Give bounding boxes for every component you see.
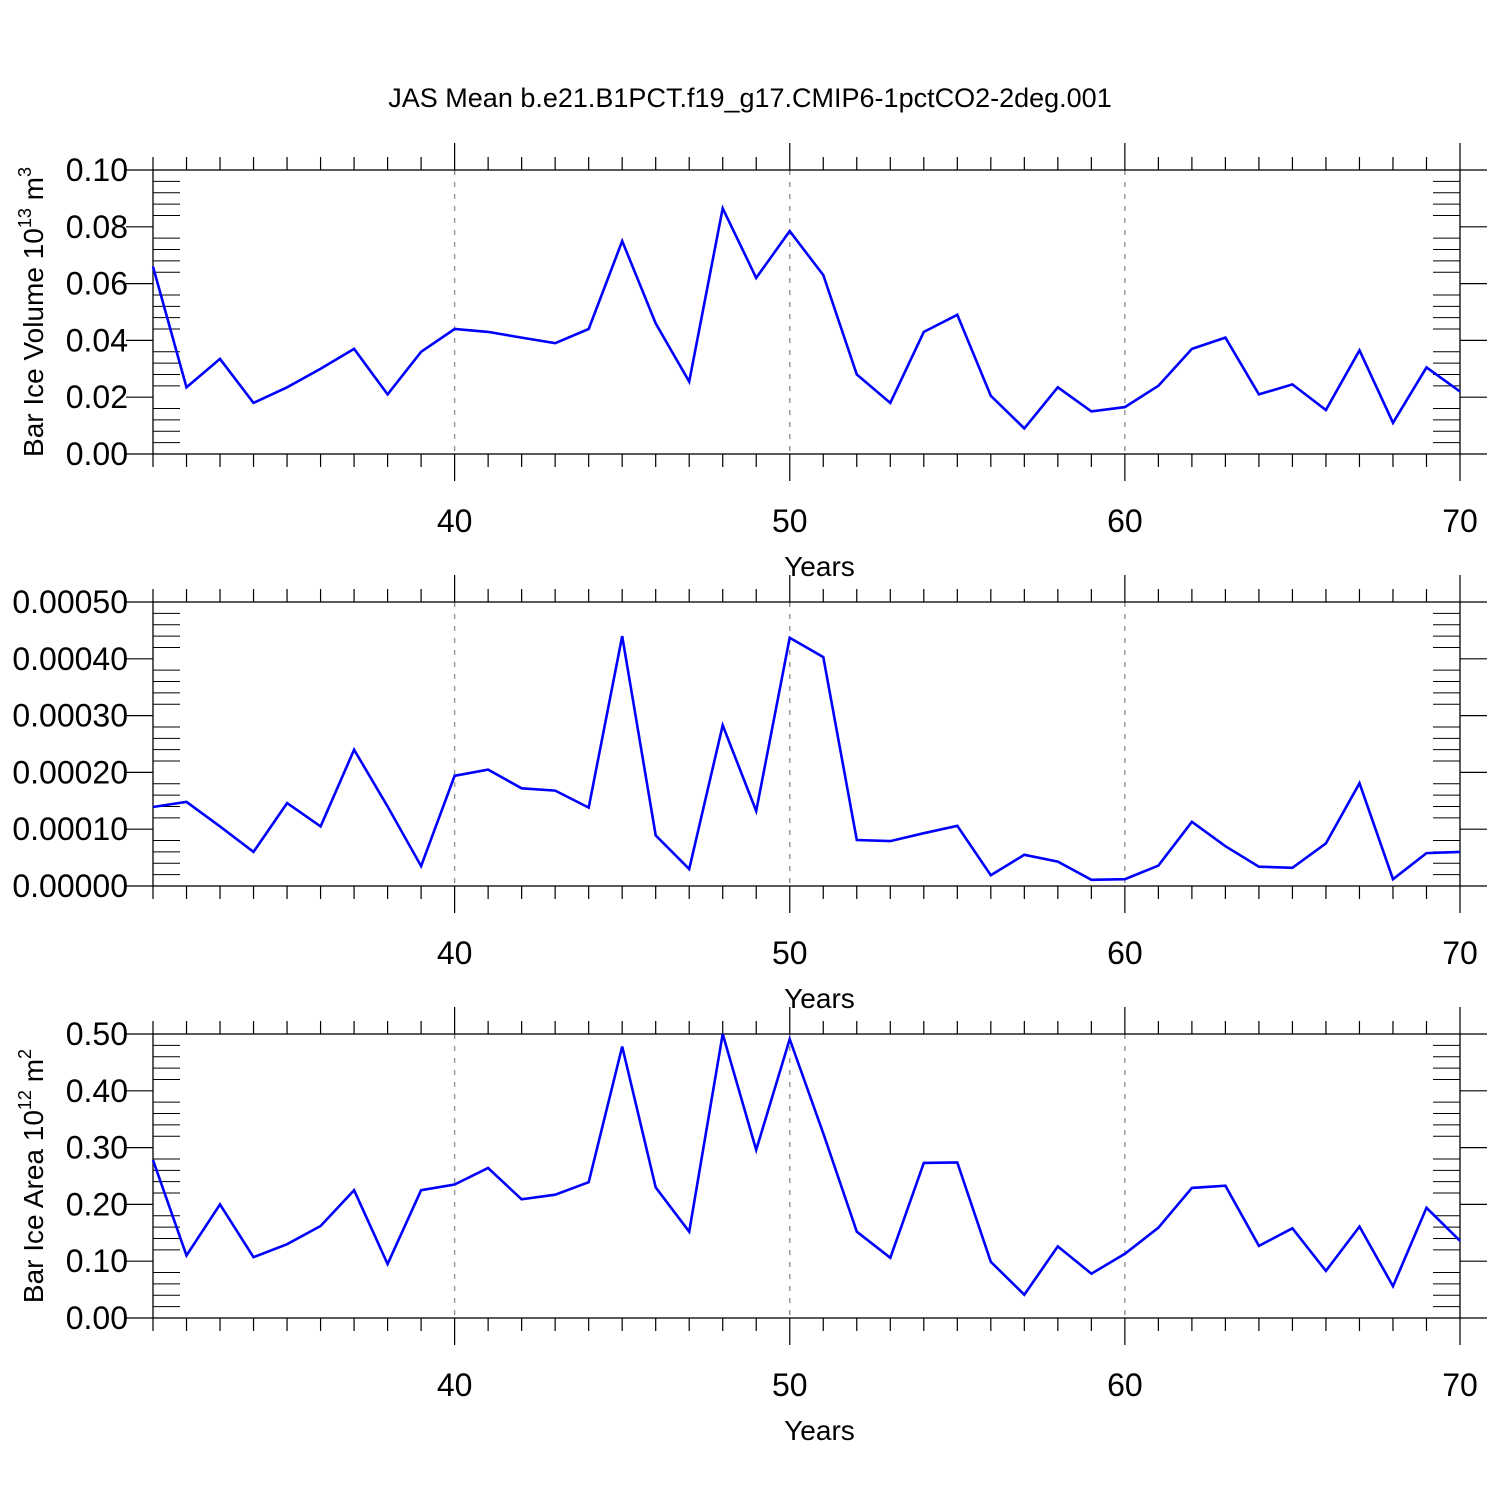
panel-middle-series: 0.00000 0.00010 0.00020 0.00030 0.00040 0.000… bbox=[12, 575, 1487, 1014]
p1-y-tick-label-5: 0.00050 bbox=[12, 584, 128, 620]
panel-bar-ice-area: 0.00 0.10 0.20 0.30 0.40 0.50 40 50 60 70 Years Bar… bbox=[15, 1007, 1487, 1446]
p2-y-tick-label-4: 0.40 bbox=[66, 1073, 128, 1109]
p0-y-tick-label-3: 0.06 bbox=[66, 266, 128, 302]
p2-x-axis-title: Years bbox=[784, 1415, 855, 1446]
p0-y-tick-label-1: 0.02 bbox=[66, 379, 128, 415]
p2-x-tick-label-70: 70 bbox=[1442, 1367, 1478, 1403]
p2-y-axis-title-exponent: 12 bbox=[15, 1090, 35, 1110]
p2-y-axis-title: Bar Ice Area 1012 m2 bbox=[15, 1049, 49, 1303]
p2-y-tick-label-5: 0.50 bbox=[66, 1016, 128, 1052]
p2-series-line-0 bbox=[151, 1033, 1461, 1297]
p2-y-tick-label-0: 0.00 bbox=[66, 1300, 128, 1336]
p0-y-axis-title: Bar Ice Volume 1013 m3 bbox=[15, 167, 49, 457]
p0-series-line-0 bbox=[151, 204, 1461, 431]
p1-y-tick-label-4: 0.00040 bbox=[12, 641, 128, 677]
panel-bar-ice-volume: 0.00 0.02 0.04 0.06 0.08 0.10 40 50 60 70 Years Bar… bbox=[15, 143, 1487, 582]
p2-y-tick-label-1: 0.10 bbox=[66, 1243, 128, 1279]
p1-x-tick-label-60: 60 bbox=[1107, 935, 1143, 971]
p1-y-tick-label-2: 0.00020 bbox=[12, 754, 128, 790]
p0-y-tick-label-2: 0.04 bbox=[66, 322, 128, 358]
p0-x-tick-label-40: 40 bbox=[437, 503, 473, 539]
p1-x-tick-label-50: 50 bbox=[772, 935, 808, 971]
p0-y-axis-title-unit: m bbox=[18, 177, 49, 208]
p2-y-axis-title-text: Bar Ice Area 10 bbox=[18, 1110, 49, 1303]
p1-plot-frame bbox=[152, 601, 1461, 887]
p1-x-tick-label-70: 70 bbox=[1442, 935, 1478, 971]
p1-series-line-0 bbox=[152, 635, 1461, 882]
p0-y-axis-title-text: Bar Ice Volume 10 bbox=[18, 228, 49, 457]
p0-y-axis-title-exponent: 13 bbox=[15, 208, 35, 228]
p2-y-tick-label-2: 0.20 bbox=[66, 1186, 128, 1222]
p0-x-tick-label-60: 60 bbox=[1107, 503, 1143, 539]
p0-x-axis-title: Years bbox=[784, 551, 855, 582]
p1-x-tick-label-40: 40 bbox=[437, 935, 473, 971]
p2-y-axis-title-unit: m bbox=[18, 1059, 49, 1090]
p0-y-tick-label-4: 0.08 bbox=[66, 209, 128, 245]
p2-x-tick-label-40: 40 bbox=[437, 1367, 473, 1403]
chart-title: JAS Mean b.e21.B1PCT.f19_g17.CMIP6-1pctC… bbox=[388, 83, 1111, 113]
p0-y-tick-label-5: 0.10 bbox=[66, 152, 128, 188]
p2-y-tick-label-3: 0.30 bbox=[66, 1130, 128, 1166]
p0-x-tick-label-70: 70 bbox=[1442, 503, 1478, 539]
p2-x-tick-label-50: 50 bbox=[772, 1367, 808, 1403]
p1-y-tick-label-1: 0.00010 bbox=[12, 811, 128, 847]
p0-y-tick-label-0: 0.00 bbox=[66, 436, 128, 472]
p2-plot-frame bbox=[152, 1033, 1461, 1319]
p0-plot-frame bbox=[152, 169, 1461, 455]
p0-x-tick-label-50: 50 bbox=[772, 503, 808, 539]
p2-y-axis-title-unit-exponent: 2 bbox=[15, 1049, 35, 1059]
p2-x-tick-label-60: 60 bbox=[1107, 1367, 1143, 1403]
p0-y-axis-title-unit-exponent: 3 bbox=[15, 167, 35, 177]
p1-y-tick-label-3: 0.00030 bbox=[12, 698, 128, 734]
p1-y-tick-label-0: 0.00000 bbox=[12, 868, 128, 904]
p1-x-axis-title: Years bbox=[784, 983, 855, 1014]
